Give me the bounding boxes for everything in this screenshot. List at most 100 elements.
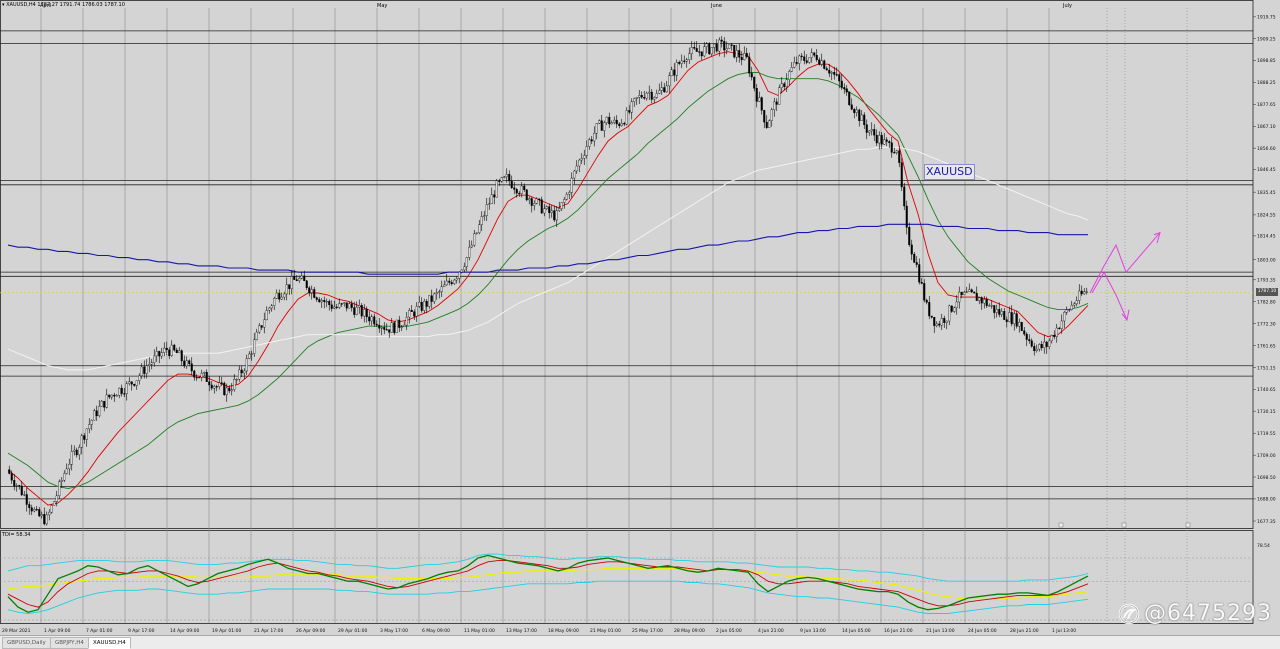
candle xyxy=(423,298,426,314)
candle-body xyxy=(385,329,388,331)
tab-gbpjpy-h4[interactable]: GBPJPY,H4 xyxy=(50,637,89,649)
candle xyxy=(555,205,558,228)
candle-body xyxy=(678,62,681,64)
y-tick-label: 1856.60 xyxy=(1257,146,1276,152)
candle-body xyxy=(43,513,46,525)
candle xyxy=(693,41,696,51)
x-tick-label: 21 Jun 13:00 xyxy=(926,628,955,634)
candle xyxy=(25,487,28,512)
tab-gbpusd-daily[interactable]: GBPUSD,Daily xyxy=(2,637,51,649)
candle-body xyxy=(1000,311,1003,315)
candle xyxy=(1083,288,1086,295)
candle-body xyxy=(248,353,251,359)
candle xyxy=(775,98,778,111)
indicator-info-line: TDI= 58.34 xyxy=(2,532,30,538)
candle-body xyxy=(713,43,716,48)
y-tick-label: 1877.65 xyxy=(1257,102,1276,108)
candle xyxy=(210,381,213,391)
candle xyxy=(878,131,881,150)
candle xyxy=(533,200,536,211)
candle-body xyxy=(218,382,221,387)
candle xyxy=(863,112,866,129)
candle-body xyxy=(755,88,758,102)
candle-body xyxy=(45,514,48,525)
candle xyxy=(608,112,611,128)
candle-body xyxy=(468,246,471,258)
candle xyxy=(483,210,486,221)
candle-body xyxy=(528,198,531,201)
candle-body xyxy=(110,394,113,398)
candle-body xyxy=(343,302,346,304)
candle-body xyxy=(863,114,866,125)
candle xyxy=(545,205,548,211)
candle xyxy=(180,349,183,366)
candle-body xyxy=(648,91,651,94)
candle-body xyxy=(440,286,443,292)
candle xyxy=(443,280,446,288)
candle-body xyxy=(625,110,628,125)
candle xyxy=(650,89,653,104)
candle-body xyxy=(635,97,638,99)
candle xyxy=(485,197,488,221)
candle-body xyxy=(485,204,488,216)
candle xyxy=(465,256,468,272)
candle xyxy=(93,408,96,421)
tab-xauusd-h4[interactable]: XAUUSD,H4 xyxy=(88,637,131,649)
candle xyxy=(433,292,436,305)
candle xyxy=(360,303,363,319)
candle xyxy=(588,137,591,150)
candle-body xyxy=(598,120,601,124)
candle xyxy=(273,296,276,311)
symbol-arrow-icon[interactable]: ▾ xyxy=(2,2,5,8)
candle-body xyxy=(283,293,286,298)
candle-body xyxy=(988,305,991,307)
candle-body xyxy=(510,180,513,188)
y-tick-label: 1803.00 xyxy=(1257,257,1276,263)
candle-body xyxy=(245,358,248,372)
candle-body xyxy=(830,72,833,74)
candle-body xyxy=(25,494,28,505)
candle-body xyxy=(655,93,658,98)
candle xyxy=(975,286,978,301)
candle xyxy=(228,385,231,394)
candle xyxy=(458,271,461,284)
candle-body xyxy=(170,344,173,356)
candle-body xyxy=(990,305,993,307)
candle-body xyxy=(858,109,861,121)
x-tick-label: 14 Apr 09:00 xyxy=(170,628,199,634)
candle-body xyxy=(250,353,253,355)
candle xyxy=(363,304,366,323)
candle xyxy=(395,319,398,333)
symbol-text-label[interactable]: XAUUSD xyxy=(924,164,975,180)
candle xyxy=(498,178,501,187)
chart-header-text: XAUUSD,H4 1787.27 1791.74 1786.03 1787.1… xyxy=(6,2,125,8)
candle xyxy=(850,98,853,111)
candle xyxy=(105,388,108,409)
candle xyxy=(220,376,223,387)
candle-body xyxy=(418,301,421,307)
candle xyxy=(50,504,53,514)
candle-body xyxy=(543,208,546,214)
candle xyxy=(540,196,543,214)
candle-body xyxy=(715,43,718,52)
candle-body xyxy=(333,306,336,309)
candle xyxy=(865,119,868,140)
candle-body xyxy=(718,39,721,52)
candle-body xyxy=(458,271,461,279)
candle-body xyxy=(1038,344,1041,350)
candle xyxy=(930,315,933,319)
candle-body xyxy=(415,306,418,317)
candle xyxy=(55,490,58,507)
candle-body xyxy=(860,114,863,121)
candle-body xyxy=(820,60,823,65)
candle-body xyxy=(578,159,581,167)
candle xyxy=(1060,314,1063,334)
candle-body xyxy=(935,323,938,326)
candle xyxy=(613,116,616,125)
candle xyxy=(985,296,988,308)
candle xyxy=(618,122,621,129)
candle xyxy=(755,83,758,108)
candle xyxy=(1045,340,1048,354)
